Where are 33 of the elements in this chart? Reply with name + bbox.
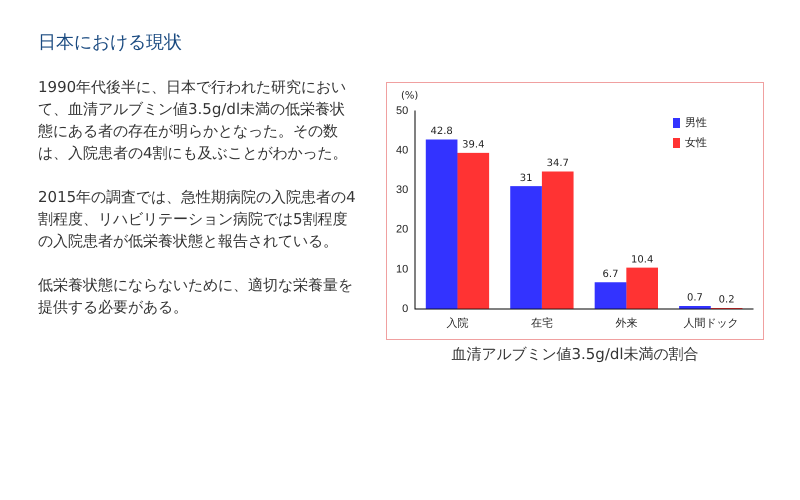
text: 日本における現状 — [38, 31, 182, 54]
data-label: 34.7 — [546, 158, 569, 170]
legend-label: 女性 — [685, 136, 707, 149]
y-tick-label: 20 — [396, 224, 408, 236]
y-tick-label: 50 — [396, 105, 408, 118]
data-label: 10.4 — [631, 254, 654, 266]
x-tick-label: 外来 — [615, 316, 638, 330]
text: 2015年の調査では、急性期病院の入院患者の4割程度、リハビリテーション病院では5割程度の入院患者が低栄養状態と報告されている。 — [38, 187, 357, 252]
data-label: 6.7 — [602, 268, 618, 280]
x-tick-label: 人間ドック — [683, 317, 738, 330]
y-axis-title: (%) — [401, 90, 418, 102]
text: 1990年代後半に、日本で行われた研究において、血清アルブミン値3.5g/dl未満の低栄養状態にある者の存在が明らかとなった。その数は、入院患者の4割にも及ぶことがわかった。 — [38, 77, 349, 164]
data-label: 0.7 — [686, 292, 703, 304]
bar — [457, 152, 490, 309]
text: 血清アルブミン値3.5g/dl未満の割合 — [450, 345, 700, 364]
text: 低栄養状態にならないために、適切な栄養量を提供する必要がある。 — [38, 275, 354, 318]
data-label: 31 — [520, 172, 532, 184]
bar — [510, 186, 542, 309]
data-label: 0.2 — [718, 294, 735, 306]
y-tick-label: 10 — [396, 263, 408, 276]
data-label: 39.4 — [462, 140, 484, 151]
bar — [679, 306, 711, 309]
y-tick-label: 0 — [402, 302, 408, 315]
legend-label: 男性 — [685, 116, 707, 129]
x-tick-label: 入院 — [446, 316, 468, 330]
bar — [542, 172, 574, 309]
data-label: 42.8 — [430, 126, 453, 138]
y-tick-label: 40 — [396, 144, 408, 157]
bar — [594, 282, 626, 309]
bar — [426, 139, 458, 309]
y-tick-label: 30 — [396, 184, 408, 196]
bar — [626, 268, 658, 309]
x-tick-label: 在宅 — [530, 316, 553, 330]
